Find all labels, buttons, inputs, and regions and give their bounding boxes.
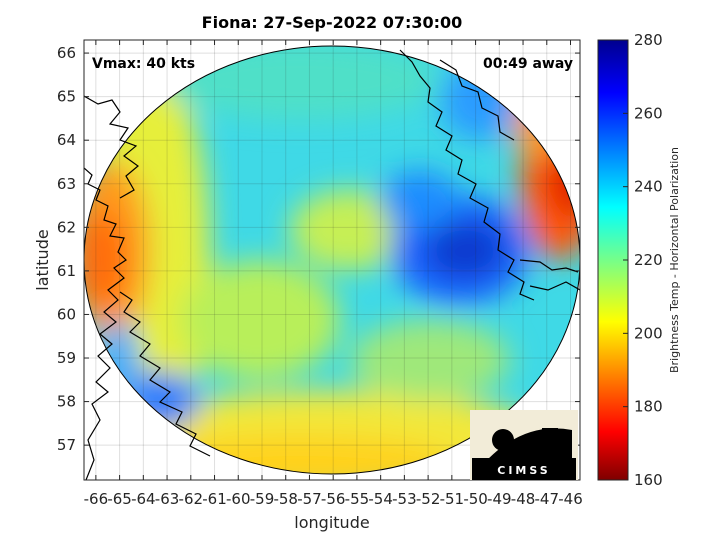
coastline-labrador — [84, 167, 127, 480]
scan-edge — [84, 45, 580, 475]
x-tick-label: -65 — [107, 490, 132, 508]
x-tick-label: -52 — [416, 490, 441, 508]
logo-text: CIMSS — [497, 464, 550, 477]
y-tick-marks — [84, 52, 580, 446]
colorbar-tick-label: 260 — [634, 104, 663, 122]
x-tick-label: -64 — [131, 490, 156, 508]
x-tick-label: -62 — [179, 490, 204, 508]
x-tick-label: -46 — [558, 490, 583, 508]
coastlines — [84, 49, 580, 480]
axes-frame — [83, 39, 581, 481]
y-tick-label: 63 — [57, 175, 76, 193]
x-tick-label: -49 — [487, 490, 512, 508]
x-tick-label: -55 — [345, 490, 370, 508]
colorbar-tick-label: 180 — [634, 398, 663, 416]
colorbar-tick-label: 240 — [634, 178, 663, 196]
y-tick-label: 65 — [57, 88, 76, 106]
colorbar-tick-label: 220 — [634, 251, 663, 269]
chart-title: Fiona: 27-Sep-2022 07:30:00 — [202, 13, 463, 32]
y-tick-label: 66 — [57, 44, 76, 62]
x-tick-label: -54 — [368, 490, 393, 508]
x-tick-label: -66 — [84, 490, 109, 508]
vmax-label: Vmax: 40 kts — [92, 56, 195, 72]
x-tick-label: -60 — [226, 490, 251, 508]
x-tick-label: -59 — [250, 490, 275, 508]
time-away-label: 00:49 away — [483, 56, 573, 72]
gridlines — [84, 40, 580, 480]
colorbar-tick-label: 280 — [634, 31, 663, 49]
colorbar-tick-label: 160 — [634, 471, 663, 489]
coastline-labrador-inner — [119, 291, 211, 457]
x-tick-label: -50 — [463, 490, 488, 508]
coastline-greenland-fjords — [439, 59, 580, 291]
x-tick-label: -51 — [440, 490, 465, 508]
x-tick-label: -53 — [392, 490, 417, 508]
cimss-logo: CIMSS — [470, 410, 578, 480]
y-tick-label: 57 — [57, 436, 76, 454]
coastline-baffin — [84, 95, 139, 199]
y-tick-label: 64 — [57, 131, 76, 149]
y-tick-label: 59 — [57, 349, 76, 367]
y-tick-label: 62 — [57, 218, 76, 236]
x-tick-label: -61 — [202, 490, 227, 508]
x-axis-label: longitude — [294, 513, 369, 532]
y-tick-label: 58 — [57, 393, 76, 411]
x-tick-label: -57 — [297, 490, 322, 508]
colorbar-ticks — [623, 39, 628, 481]
colorbar-label: Brightness Temp - Horizontal Polarizatio… — [668, 147, 681, 373]
x-tick-label: -56 — [321, 490, 346, 508]
x-tick-label: -47 — [535, 490, 560, 508]
colorbar-tick-label: 200 — [634, 324, 663, 342]
x-tick-label: -63 — [155, 490, 180, 508]
x-tick-label: -48 — [511, 490, 536, 508]
logo-dish-icon — [492, 429, 514, 451]
x-tick-marks — [95, 40, 572, 480]
y-tick-label: 60 — [57, 305, 76, 323]
y-axis-label: latitude — [33, 229, 52, 290]
x-tick-label: -58 — [273, 490, 298, 508]
y-tick-label: 61 — [57, 262, 76, 280]
coastline-greenland — [399, 49, 535, 301]
